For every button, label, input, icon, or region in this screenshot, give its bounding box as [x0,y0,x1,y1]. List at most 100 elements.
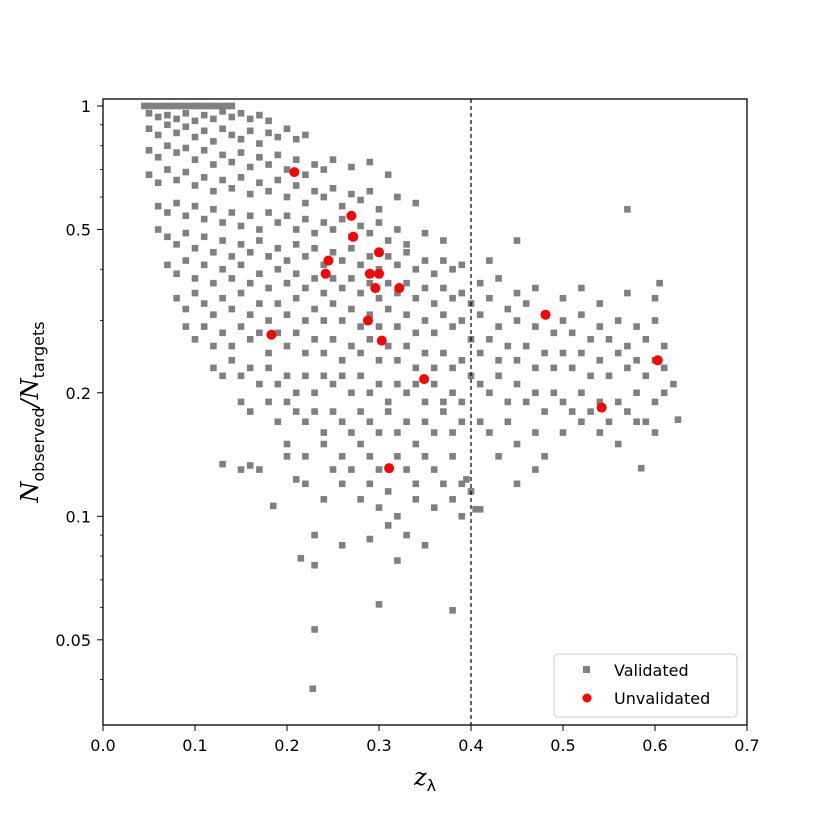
validated-point [256,237,263,244]
unvalidated-point [346,210,357,221]
validated-point [394,261,401,269]
validated-point [366,279,374,287]
validated-point [403,342,410,350]
validated-point [412,380,420,388]
validated-point [246,190,254,198]
unvalidated-point [652,355,663,366]
validated-point [384,408,392,415]
validated-point [348,429,355,436]
validated-point [219,176,226,184]
validated-point [154,131,162,139]
validated-point [430,429,438,436]
validated-point [302,215,309,223]
validated-point [150,102,157,110]
validated-point [256,140,263,147]
validated-point [302,349,309,357]
validated-point [246,408,254,415]
validated-point [246,279,254,287]
validated-point [614,317,622,324]
validated-point [274,380,282,388]
validated-point [338,541,346,549]
validated-point [320,261,328,269]
validated-point [164,209,171,216]
validated-point [246,311,254,318]
validated-point [302,317,309,324]
validated-point [357,372,364,380]
validated-point [449,429,456,436]
validated-point [200,261,208,269]
validated-point [568,408,576,415]
validated-point [633,323,640,330]
validated-point [210,115,217,123]
validated-point [642,372,650,380]
validated-point [256,153,263,161]
validated-point [283,342,291,350]
validated-point [228,158,236,166]
validated-point [624,206,631,213]
validated-point [320,193,328,201]
validated-point [256,380,263,388]
validated-point [504,305,512,313]
validated-point [320,372,328,380]
validated-point [219,237,226,244]
validated-point [265,253,272,260]
validated-point [274,418,282,426]
validated-point [329,466,337,473]
validated-point [196,102,203,110]
validated-point [458,480,466,488]
validated-point [164,261,171,269]
validated-point [458,356,466,364]
validated-point [357,289,364,297]
validated-point [394,429,401,436]
validated-point [348,244,355,252]
validated-point [292,226,300,233]
validated-point [292,270,300,278]
validated-point [173,270,180,278]
validated-point [421,317,429,324]
validated-point [228,209,236,216]
validated-point [154,153,162,161]
validated-point [210,138,217,145]
validated-point [228,305,236,313]
validated-point [154,226,162,233]
validated-point [302,171,309,179]
validated-point [145,102,153,110]
validated-point [237,289,245,297]
validated-point [228,253,236,260]
validated-point [274,265,282,273]
validated-point [283,166,291,173]
validated-point [145,171,153,179]
validated-point [449,294,456,302]
validated-point [596,356,604,364]
x-tick-label: 0.2 [274,736,299,755]
validated-point [384,253,392,260]
validated-point [228,356,236,364]
validated-point [265,117,272,125]
validated-point [633,356,640,364]
validated-point [210,364,217,372]
validated-point [357,349,364,357]
validated-point [476,380,484,388]
validated-point [394,323,401,330]
validated-point [311,161,318,168]
validated-point [302,284,309,292]
validated-point [256,270,263,278]
validated-point [292,241,300,248]
validated-point [173,129,180,137]
validated-point [141,102,148,110]
validated-point [237,323,245,330]
validated-point [421,229,429,237]
validated-point [200,102,208,110]
validated-point [219,294,226,302]
validated-point [403,311,410,318]
validated-point [246,115,254,123]
validated-point [320,429,328,436]
validated-point [394,193,401,201]
validated-point [596,398,604,406]
validated-point [320,496,328,503]
validated-point [651,317,659,324]
validated-point [660,342,668,350]
validated-point [292,476,300,483]
validated-point [210,187,217,195]
